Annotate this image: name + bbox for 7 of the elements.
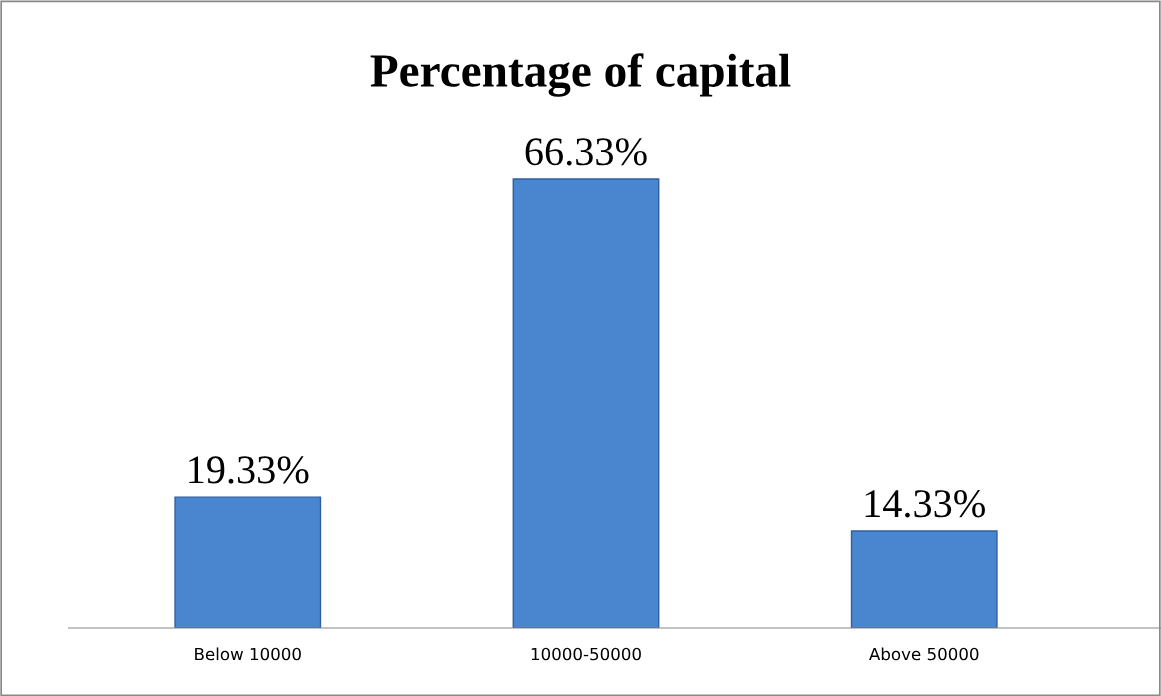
x-tick-label: Above 50000	[869, 647, 979, 661]
data-label: 14.33%	[865, 490, 985, 518]
data-label: 66.33%	[525, 138, 647, 166]
x-tick-label: Below 10000	[195, 647, 301, 661]
chart-title: Percentage of capital	[370, 53, 791, 97]
x-tick-label: 10000-50000	[531, 647, 641, 661]
data-label: 19.33%	[189, 456, 309, 484]
